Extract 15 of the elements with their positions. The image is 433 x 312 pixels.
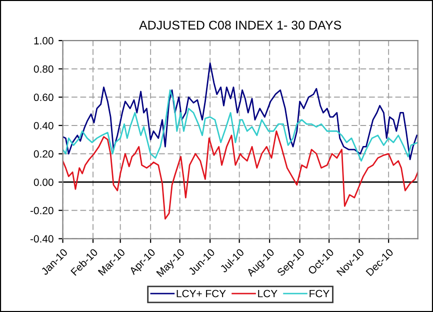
y-tick-label: 1.00: [34, 37, 54, 44]
y-tick-label: 0.60: [34, 94, 54, 102]
line-series: [62, 62, 418, 160]
line-series: [62, 130, 418, 220]
chart-title: ADJUSTED C08 INDEX 1- 30 DAYS: [139, 20, 342, 30]
y-tick-label: 0.20: [34, 150, 54, 158]
y-tick-label: 0.40: [34, 122, 54, 130]
y-tick-label: -0.40: [30, 235, 54, 243]
y-tick-label: 0.00: [34, 178, 54, 186]
legend-label: FCY: [310, 290, 330, 298]
y-tick-label: -0.20: [30, 206, 54, 214]
line-series: [62, 89, 418, 162]
legend-label: LCY+ FCY: [176, 290, 226, 298]
legend-label: LCY: [258, 290, 278, 298]
y-tick-label: 0.80: [34, 65, 54, 73]
